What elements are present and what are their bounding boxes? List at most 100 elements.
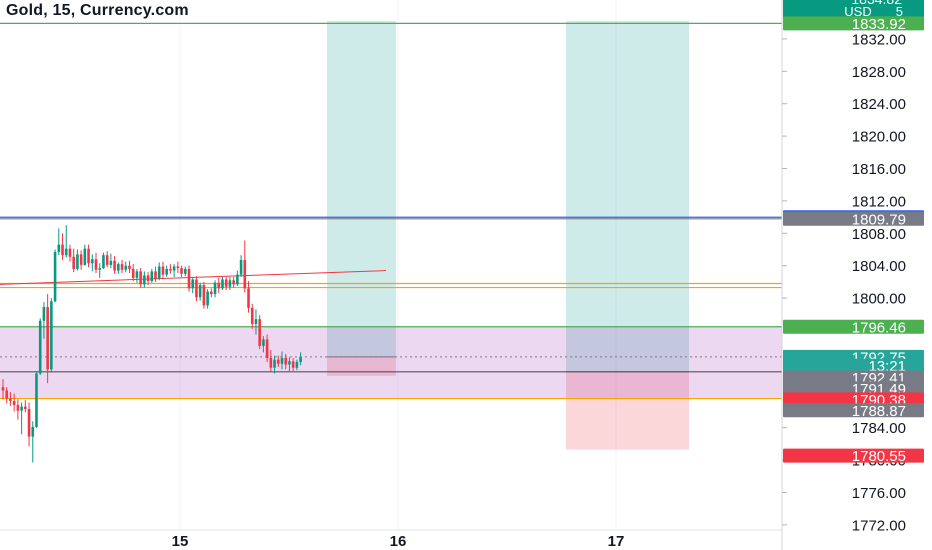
candle-body — [265, 339, 269, 359]
candle-body — [284, 358, 288, 365]
candle-body — [250, 307, 254, 325]
candle-body — [295, 362, 299, 368]
candle-body — [46, 307, 49, 370]
currency-badge-label: USD — [844, 4, 871, 19]
y-tick-label: 1808.00 — [852, 226, 906, 243]
profit-zone — [566, 21, 689, 372]
candle-body — [161, 266, 165, 275]
profit-zone — [327, 21, 396, 357]
candle-body — [50, 301, 53, 370]
price-badge — [783, 16, 924, 31]
price-badge-label: 1796.46 — [852, 319, 906, 336]
candle-body — [187, 268, 191, 289]
candle-body — [154, 271, 157, 279]
candle-body — [27, 409, 31, 437]
candle-body — [299, 356, 302, 363]
candle-body — [269, 358, 273, 368]
candle-body — [131, 268, 135, 278]
candle-body — [180, 268, 183, 274]
candle-body — [232, 280, 235, 285]
candle-body — [291, 361, 295, 368]
candle-body — [206, 291, 209, 306]
y-tick-label: 1824.00 — [852, 96, 906, 113]
candle-body — [236, 274, 239, 285]
price-badge — [783, 392, 924, 407]
y-tick-label: 1784.00 — [852, 420, 906, 437]
price-badge — [783, 319, 924, 334]
candle-body — [135, 271, 139, 278]
currency-badge — [783, 6, 924, 17]
candle-body — [35, 373, 38, 427]
candle-body — [195, 279, 198, 298]
candle-body — [276, 359, 280, 364]
candle-body — [117, 264, 120, 271]
candle-body — [224, 279, 228, 287]
range-box — [0, 326, 782, 399]
candle-body — [98, 268, 102, 270]
candle-body — [157, 266, 161, 279]
candle-body — [262, 339, 265, 346]
candle-body — [183, 268, 187, 274]
x-tick-label: 16 — [390, 533, 407, 550]
candle-body — [288, 361, 291, 365]
price-badge-label: 1833.92 — [852, 16, 906, 33]
candle-body — [87, 248, 90, 264]
top-price-badge — [783, 0, 924, 6]
y-tick-label: 1832.00 — [852, 31, 906, 48]
price-badge-label: 1780.55 — [852, 448, 906, 465]
y-tick-label: 1772.00 — [852, 517, 906, 534]
candle-body — [254, 319, 258, 325]
y-tick-label: 1812.00 — [852, 193, 906, 210]
candle-body — [146, 275, 150, 282]
candle-body — [280, 358, 284, 364]
price-badge-label: 1788.87 — [852, 403, 906, 420]
price-badge — [783, 381, 924, 396]
candle-body — [20, 406, 23, 411]
candle-body — [9, 398, 12, 401]
price-badge — [783, 358, 924, 373]
candle-body — [176, 266, 180, 269]
candle-body — [12, 400, 16, 406]
price-badge — [783, 448, 924, 463]
candle-body — [113, 260, 116, 271]
candle-body — [169, 268, 172, 271]
y-tick-label: 1828.00 — [852, 64, 906, 81]
candle-body — [79, 254, 83, 265]
y-tick-label: 1800.00 — [852, 291, 906, 308]
candle-body — [273, 359, 276, 368]
candle-body — [90, 259, 94, 264]
candle-body — [1, 387, 5, 391]
x-tick-label: 15 — [172, 533, 189, 550]
candle-body — [42, 307, 46, 321]
candle-body — [83, 248, 87, 265]
candle-body — [258, 319, 261, 346]
candle-body — [139, 271, 142, 285]
candle-body — [198, 285, 202, 298]
currency-badge-suffix: 5 — [896, 4, 903, 19]
candle-body — [16, 405, 20, 411]
candle-body — [124, 265, 128, 270]
candle-body — [24, 406, 27, 410]
candle-body — [68, 248, 72, 257]
x-tick-label: 17 — [608, 533, 625, 550]
top-price-label: 1834.82 — [851, 0, 902, 7]
candle-body — [165, 268, 168, 275]
candle-body — [210, 291, 213, 295]
candle-body — [247, 288, 250, 308]
price-badge — [783, 403, 924, 418]
candle-body — [53, 251, 57, 302]
candle-body — [31, 426, 35, 437]
candle-body — [94, 259, 98, 270]
candle-body — [217, 282, 221, 289]
price-badge-label: 1809.79 — [852, 211, 906, 228]
candle-body — [239, 260, 243, 275]
candle-body — [128, 265, 131, 269]
y-tick-label: 1776.00 — [852, 485, 906, 502]
candle-body — [61, 244, 64, 256]
price-badge — [783, 370, 924, 385]
candle-body — [5, 390, 9, 399]
candle-body — [38, 320, 42, 374]
candle-body — [221, 279, 224, 289]
